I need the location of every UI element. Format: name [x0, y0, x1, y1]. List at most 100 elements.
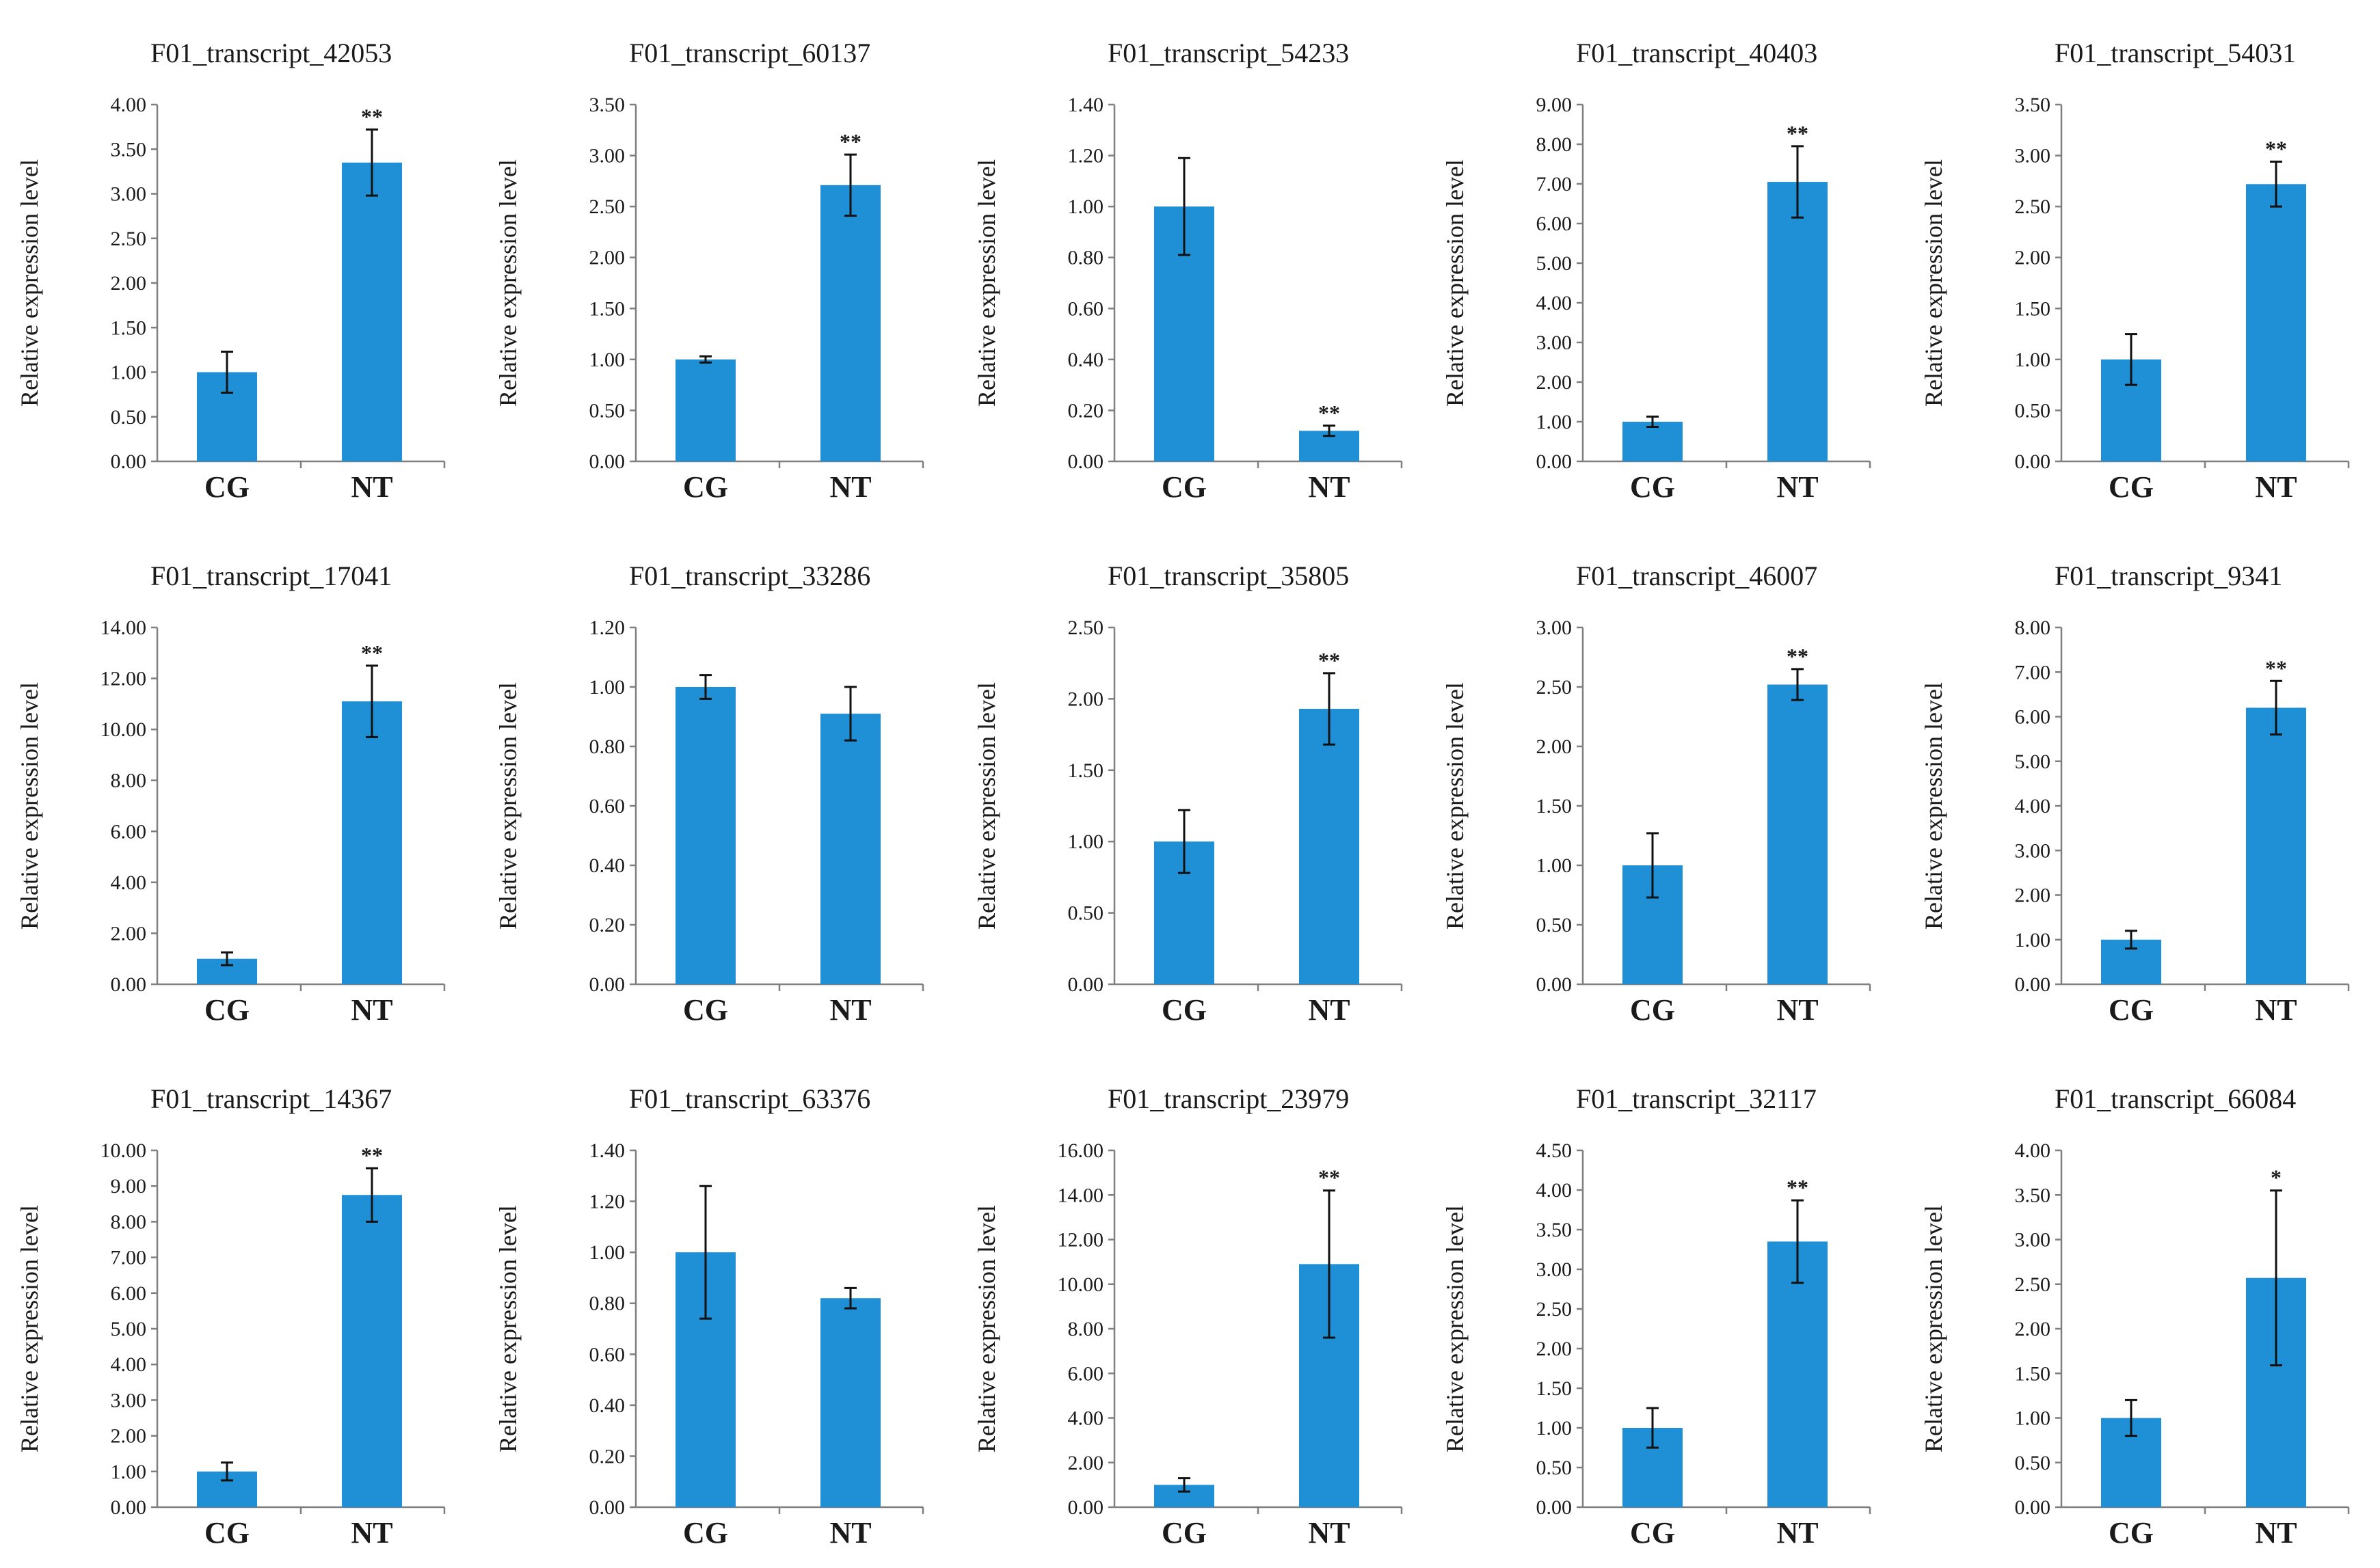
error-bar — [699, 1185, 712, 1320]
y-axis-label: Relative expression level — [494, 682, 522, 930]
x-category-label: CG — [1162, 470, 1207, 504]
error-bar — [844, 686, 857, 742]
x-category-label: NT — [829, 993, 871, 1027]
error-bar — [2270, 161, 2282, 208]
chart-title: F01_transcript_17041 — [150, 560, 392, 591]
y-axis-label: Relative expression level — [16, 682, 43, 930]
chart-panel-1: F01_transcript_42053 Relative expression … — [16, 38, 446, 504]
x-category-label: CG — [1630, 993, 1675, 1027]
bar-cg — [1622, 422, 1683, 461]
y-tick-label: 2.00 — [111, 1425, 147, 1448]
bar-nt — [820, 714, 881, 984]
significance-label: * — [2271, 1165, 2282, 1190]
x-category-label: NT — [351, 470, 392, 504]
y-tick-label: 0.50 — [1536, 914, 1573, 936]
error-bar — [1791, 668, 1804, 701]
bar-nt — [1767, 1241, 1828, 1507]
chart-title: F01_transcript_35805 — [1108, 560, 1349, 591]
error-bar — [221, 1461, 233, 1482]
y-tick-label: 1.50 — [1068, 759, 1104, 782]
y-tick-label: 1.50 — [1536, 795, 1573, 817]
y-tick-label: 1.50 — [1536, 1377, 1573, 1400]
y-tick-label: 2.50 — [1536, 676, 1573, 699]
y-tick-label: 9.00 — [1536, 94, 1573, 116]
y-tick-label: 0.00 — [111, 450, 147, 473]
significance-label: ** — [361, 640, 383, 665]
y-tick-label: 4.00 — [1068, 1407, 1104, 1430]
y-tick-label: 10.00 — [101, 1139, 147, 1162]
x-category-label: NT — [1776, 470, 1818, 504]
y-tick-label: 0.80 — [1068, 247, 1104, 269]
chart-title: F01_transcript_40403 — [1576, 38, 1817, 68]
chart-title: F01_transcript_46007 — [1576, 560, 1817, 591]
x-category-label: NT — [2255, 993, 2297, 1027]
x-category-label: CG — [204, 993, 250, 1027]
y-tick-label: 0.20 — [589, 914, 626, 936]
significance-label: ** — [1787, 121, 1808, 146]
x-category-label: CG — [1162, 993, 1207, 1027]
y-axis-label: Relative expression level — [1920, 682, 1947, 930]
error-bar — [1646, 1407, 1659, 1449]
y-tick-label: 3.00 — [1536, 617, 1573, 639]
x-category-label: NT — [1308, 1516, 1350, 1550]
y-tick-label: 4.00 — [1536, 292, 1573, 314]
y-tick-label: 2.00 — [589, 247, 626, 269]
y-axis-label: Relative expression level — [16, 159, 43, 407]
y-tick-label: 10.00 — [1058, 1273, 1104, 1296]
chart-panel-10: F01_transcript_9341 Relative expression l… — [1920, 560, 2350, 1027]
y-tick-label: 8.00 — [111, 770, 147, 792]
y-tick-label: 0.00 — [111, 1496, 147, 1519]
y-tick-label: 2.00 — [1536, 735, 1573, 758]
chart-panel-14: F01_transcript_32117 Relative expression … — [1441, 1083, 1871, 1550]
y-tick-label: 0.50 — [1536, 1457, 1573, 1479]
y-tick-label: 0.80 — [589, 1293, 626, 1315]
bar-nt — [820, 1298, 881, 1507]
y-tick-label: 6.00 — [1068, 1362, 1104, 1385]
y-tick-label: 0.00 — [2015, 973, 2051, 996]
error-bar — [2125, 1398, 2137, 1437]
y-axis-label: Relative expression level — [1441, 682, 1469, 930]
significance-label: ** — [361, 105, 383, 129]
y-tick-label: 3.00 — [2015, 1229, 2051, 1252]
y-tick-label: 2.50 — [111, 228, 147, 250]
error-bar — [2270, 679, 2282, 736]
y-tick-label: 3.00 — [111, 183, 147, 206]
y-tick-label: 1.00 — [1536, 1417, 1573, 1439]
y-tick-label: 1.00 — [2015, 929, 2051, 951]
error-bar — [2270, 1189, 2282, 1367]
y-tick-label: 9.00 — [111, 1175, 147, 1198]
error-bar — [221, 350, 233, 394]
y-tick-label: 4.00 — [111, 1353, 147, 1376]
y-tick-label: 0.20 — [589, 1445, 626, 1468]
y-tick-label: 0.40 — [589, 854, 626, 877]
y-tick-label: 0.00 — [589, 450, 626, 473]
x-category-label: NT — [1776, 1516, 1818, 1550]
error-bar — [844, 1286, 857, 1310]
chart-panel-11: F01_transcript_14367 Relative expression … — [16, 1083, 446, 1550]
bar-cg — [676, 359, 736, 461]
y-axis-label: Relative expression level — [973, 1205, 1000, 1452]
chart-title: F01_transcript_32117 — [1576, 1083, 1817, 1114]
y-tick-label: 0.00 — [1068, 1496, 1104, 1519]
y-tick-label: 1.40 — [589, 1139, 626, 1162]
y-axis-label: Relative expression level — [494, 159, 522, 407]
error-bar — [1791, 1199, 1804, 1284]
error-bar — [1323, 672, 1335, 746]
chart-panel-4: F01_transcript_40403 Relative expression … — [1441, 38, 1871, 504]
error-bar — [699, 355, 712, 364]
error-bar — [1178, 809, 1190, 874]
y-axis-label: Relative expression level — [16, 1205, 43, 1452]
y-tick-label: 4.00 — [1536, 1179, 1573, 1202]
y-tick-label: 0.00 — [2015, 1496, 2051, 1519]
y-tick-label: 5.00 — [2015, 751, 2051, 773]
y-tick-label: 0.60 — [589, 1343, 626, 1366]
y-tick-label: 2.00 — [1536, 1338, 1573, 1360]
significance-label: ** — [361, 1143, 383, 1167]
y-tick-label: 0.00 — [589, 1496, 626, 1519]
y-tick-label: 4.00 — [111, 94, 147, 116]
y-tick-label: 1.00 — [1068, 195, 1104, 218]
y-tick-label: 1.50 — [2015, 1362, 2051, 1385]
y-tick-label: 3.50 — [589, 94, 626, 116]
y-tick-label: 7.00 — [111, 1247, 147, 1269]
y-tick-label: 1.20 — [589, 1191, 626, 1213]
